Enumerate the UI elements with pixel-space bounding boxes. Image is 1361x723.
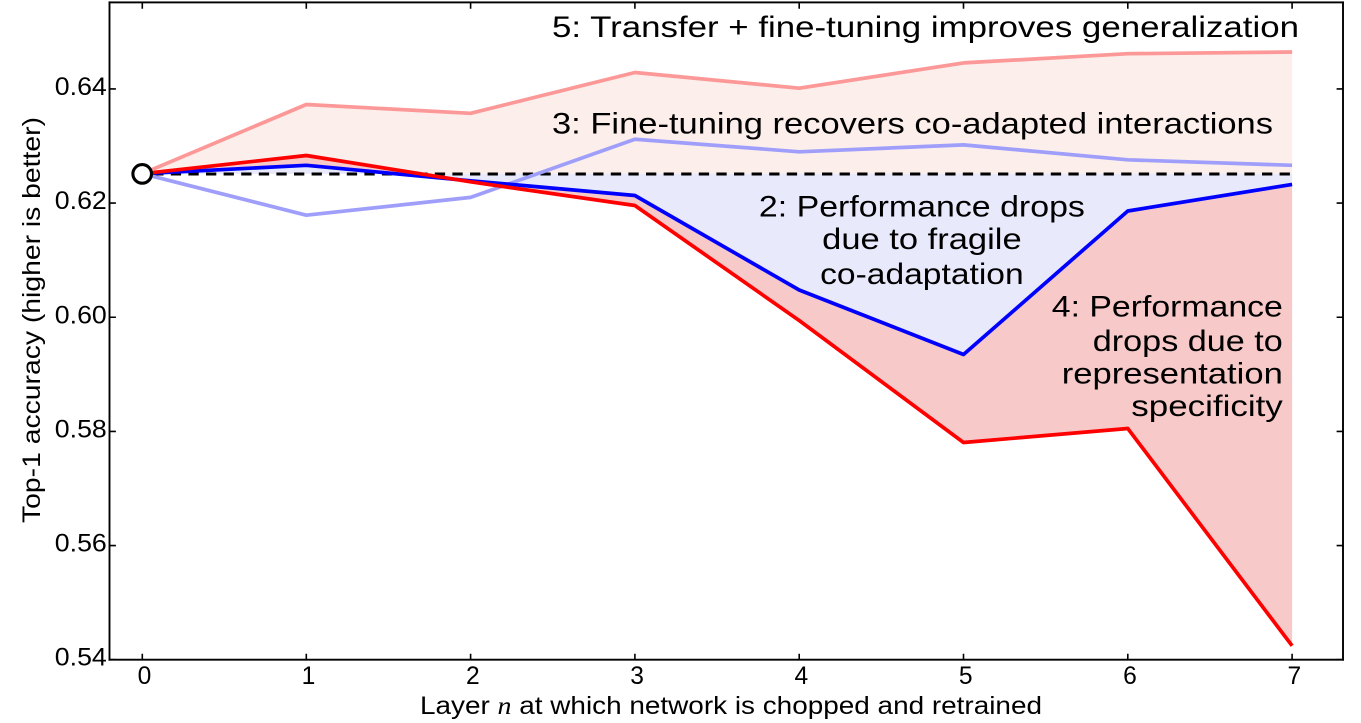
svg-text:specificity: specificity (1131, 390, 1283, 423)
svg-text:Top-1 accuracy (higher is bett: Top-1 accuracy (higher is better) (18, 117, 46, 523)
svg-text:drops due to: drops due to (1093, 325, 1283, 358)
svg-text:0.56: 0.56 (55, 531, 107, 558)
svg-text:5: 5 (959, 663, 973, 690)
svg-text:0.54: 0.54 (55, 645, 107, 672)
svg-text:2: Performance drops: 2: Performance drops (759, 190, 1085, 223)
svg-text:1: 1 (302, 663, 316, 690)
svg-text:2: 2 (466, 663, 480, 690)
svg-text:7: 7 (1287, 663, 1301, 690)
svg-text:0.60: 0.60 (55, 302, 107, 329)
svg-text:representation: representation (1062, 358, 1283, 391)
svg-text:3: 3 (630, 663, 644, 690)
svg-text:0: 0 (138, 663, 152, 690)
svg-text:0.58: 0.58 (55, 416, 107, 443)
svg-text:5: Transfer + fine-tuning impr: 5: Transfer + fine-tuning improves gener… (552, 11, 1299, 44)
svg-text:due to fragile: due to fragile (822, 223, 1022, 256)
svg-text:4: Performance: 4: Performance (1052, 291, 1283, 324)
svg-text:6: 6 (1123, 663, 1137, 690)
svg-text:0.64: 0.64 (55, 74, 107, 101)
svg-text:Layer n at which network is ch: Layer n at which network is chopped and … (420, 692, 1042, 720)
svg-text:0.62: 0.62 (55, 188, 107, 215)
svg-text:3: Fine-tuning recovers co-ada: 3: Fine-tuning recovers co-adapted inter… (552, 108, 1273, 141)
svg-text:co-adaptation: co-adaptation (820, 258, 1024, 291)
svg-text:4: 4 (795, 663, 809, 690)
